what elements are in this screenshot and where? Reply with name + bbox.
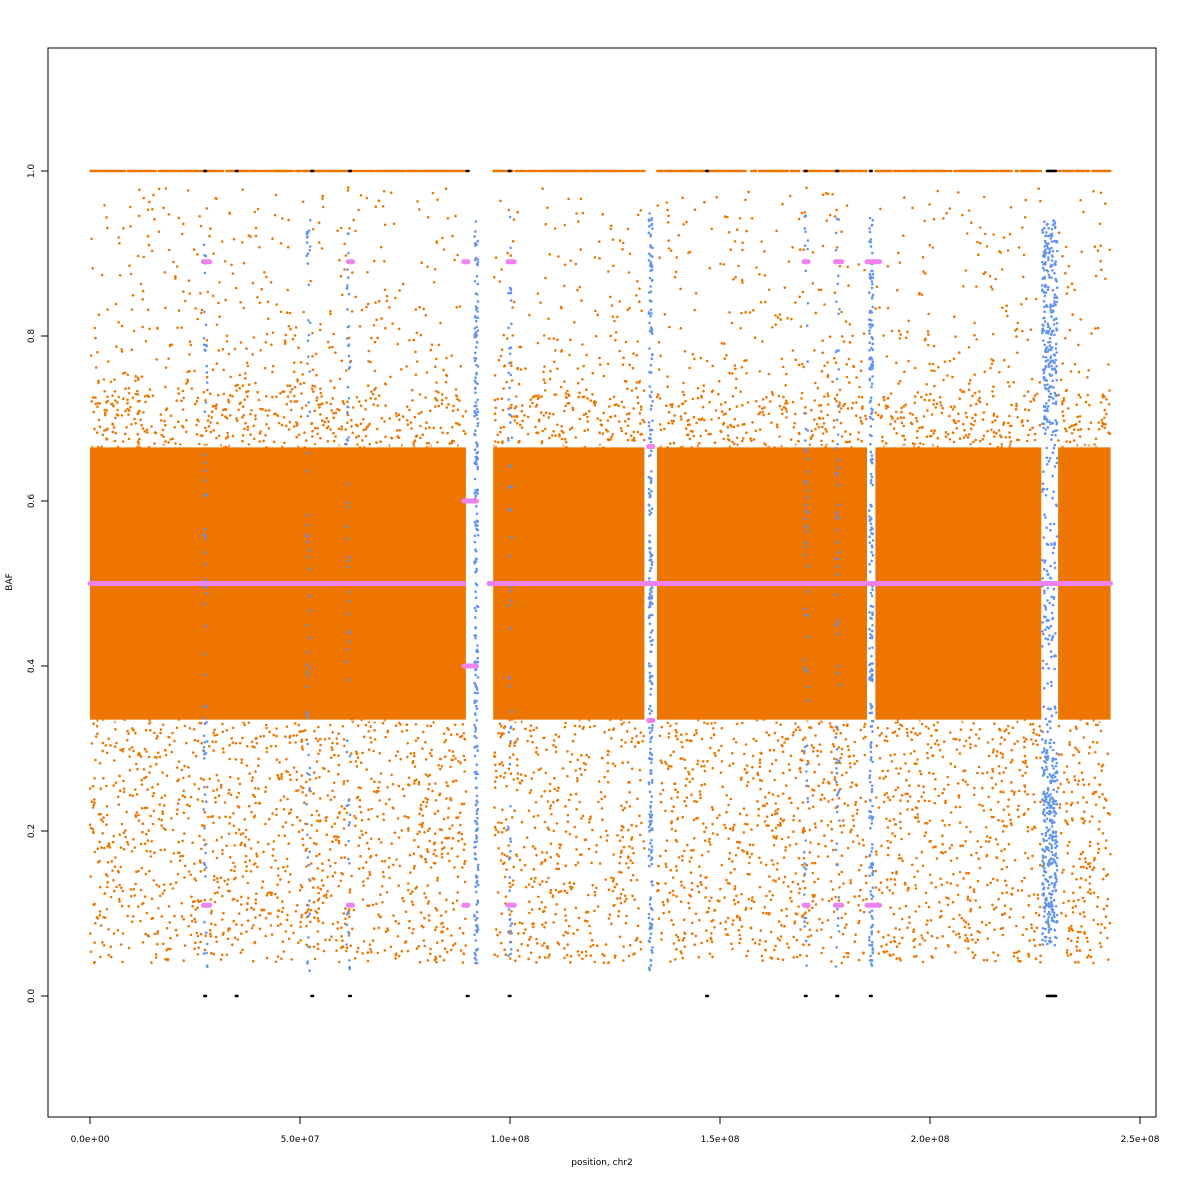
- x-tick-label: 1.5e+08: [701, 1135, 740, 1145]
- x-tick-label: 2.0e+08: [911, 1135, 950, 1145]
- x-tick-label: 2.5e+08: [1121, 1135, 1160, 1145]
- y-tick-label: 0.2: [27, 824, 37, 838]
- x-tick-label: 0.0e+00: [71, 1135, 110, 1145]
- x-tick-label: 5.0e+07: [281, 1135, 320, 1145]
- y-tick-label: 1.0: [27, 164, 37, 179]
- y-axis: 0.0 0.2 0.4 0.6 0.8 1.0: [27, 164, 49, 1004]
- y-tick-label: 0.8: [27, 329, 37, 344]
- segment-lines: [87, 259, 1114, 908]
- x-axis: 0.0e+00 5.0e+07 1.0e+08 1.5e+08 2.0e+08 2.5e+…: [71, 1116, 1160, 1145]
- x-tick-label: 1.0e+08: [491, 1135, 530, 1145]
- y-tick-label: 0.6: [27, 494, 37, 509]
- y-tick-label: 0.4: [27, 659, 37, 674]
- y-tick-label: 0.0: [27, 989, 37, 1004]
- y-axis-title: BAF: [5, 573, 15, 591]
- x-axis-title: position, chr2: [571, 1158, 632, 1168]
